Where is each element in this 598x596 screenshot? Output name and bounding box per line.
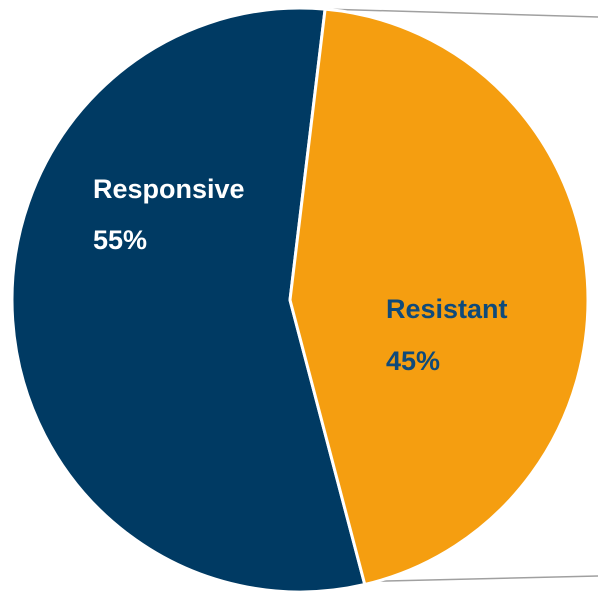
pie-slices — [10, 6, 590, 594]
connector-line-bottom — [366, 575, 598, 583]
slice-resistant — [288, 7, 590, 587]
slice-label-resistant: Resistant — [386, 294, 508, 324]
slice-value-responsive: 55% — [93, 225, 147, 255]
slice-value-resistant: 45% — [386, 346, 440, 376]
slice-responsive — [10, 6, 367, 594]
connector-lines — [327, 8, 598, 583]
connector-line-top — [327, 8, 598, 18]
slice-label-responsive: Responsive — [93, 174, 245, 204]
pie-labels: Responsive 55% Resistant 45% — [93, 174, 508, 376]
